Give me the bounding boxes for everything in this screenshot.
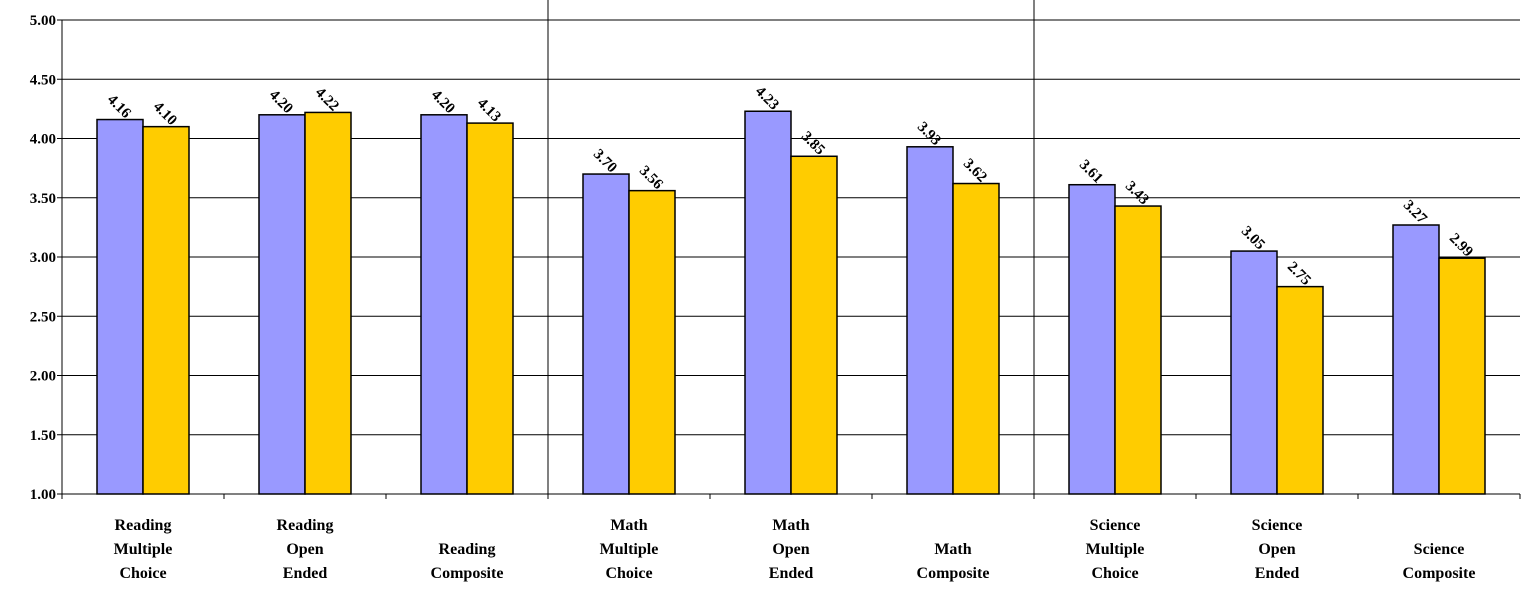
bar-series-2 (952, 182, 1000, 495)
bar-series-2 (1276, 285, 1324, 495)
bar-series-1 (1230, 250, 1278, 495)
data-label: 3.93 (914, 119, 944, 149)
y-tick-label: 1.00 (30, 487, 56, 503)
y-tick-label: 3.50 (30, 191, 56, 207)
x-category-label: Choice (605, 565, 652, 582)
bar-series-2 (1114, 205, 1162, 495)
y-tick-label: 4.00 (30, 132, 56, 148)
y-tick-label: 1.50 (30, 428, 56, 444)
data-label: 3.70 (590, 146, 620, 176)
data-label: 4.20 (266, 87, 296, 117)
bar-series-1 (1392, 224, 1440, 495)
x-category-label: Math (772, 517, 809, 534)
bar-series-1 (96, 118, 144, 495)
x-category-label: Ended (283, 565, 328, 582)
data-label: 3.56 (636, 163, 666, 193)
data-label: 4.23 (752, 83, 782, 113)
x-category-label: Science (1252, 517, 1303, 534)
bar-series-1 (906, 146, 954, 495)
bar-series-1 (420, 114, 468, 495)
data-label: 4.10 (150, 99, 180, 129)
x-category-label: Multiple (600, 541, 659, 558)
data-label: 4.13 (474, 95, 504, 125)
x-category-label: Open (286, 541, 323, 558)
x-category-label: Choice (119, 565, 166, 582)
x-category-label: Composite (1403, 565, 1476, 582)
x-category-label: Math (610, 517, 647, 534)
x-category-label: Reading (277, 517, 334, 534)
data-label: 3.05 (1238, 223, 1268, 253)
data-label: 3.43 (1122, 178, 1152, 208)
x-category-label: Science (1414, 541, 1465, 558)
x-category-label: Reading (115, 517, 172, 534)
x-category-label: Ended (769, 565, 814, 582)
bar-series-1 (582, 173, 630, 495)
x-category-label: Reading (439, 541, 496, 558)
data-label: 2.75 (1284, 259, 1314, 289)
x-category-label: Composite (917, 565, 990, 582)
bar-series-2 (304, 111, 352, 495)
data-label: 4.16 (104, 92, 134, 122)
data-label: 3.27 (1400, 197, 1430, 227)
data-label: 4.20 (428, 87, 458, 117)
x-category-label: Open (1258, 541, 1295, 558)
data-label: 3.85 (798, 129, 828, 159)
y-tick-label: 4.50 (30, 72, 56, 88)
y-tick-label: 2.00 (30, 369, 56, 385)
bar-series-1 (1068, 183, 1116, 495)
y-tick-label: 2.50 (30, 309, 56, 325)
bar-series-1 (744, 110, 792, 495)
data-label: 3.61 (1076, 157, 1106, 187)
bar-series-2 (628, 189, 676, 495)
x-category-label: Ended (1255, 565, 1300, 582)
y-tick-label: 3.00 (30, 250, 56, 266)
x-category-label: Composite (431, 565, 504, 582)
bar-series-1 (258, 114, 306, 495)
x-category-label: Multiple (114, 541, 173, 558)
x-category-label: Open (772, 541, 809, 558)
bar-series-2 (1438, 257, 1486, 495)
data-label: 2.99 (1446, 230, 1476, 260)
y-tick-label: 5.00 (30, 13, 56, 29)
data-label: 4.22 (312, 85, 342, 115)
x-category-label: Math (934, 541, 971, 558)
x-category-label: Multiple (1086, 541, 1145, 558)
x-category-label: Science (1090, 517, 1141, 534)
x-category-label: Choice (1091, 565, 1138, 582)
bar-series-2 (142, 125, 190, 495)
data-label: 3.62 (960, 156, 990, 186)
bar-series-2 (790, 155, 838, 495)
bar-series-2 (466, 122, 514, 495)
